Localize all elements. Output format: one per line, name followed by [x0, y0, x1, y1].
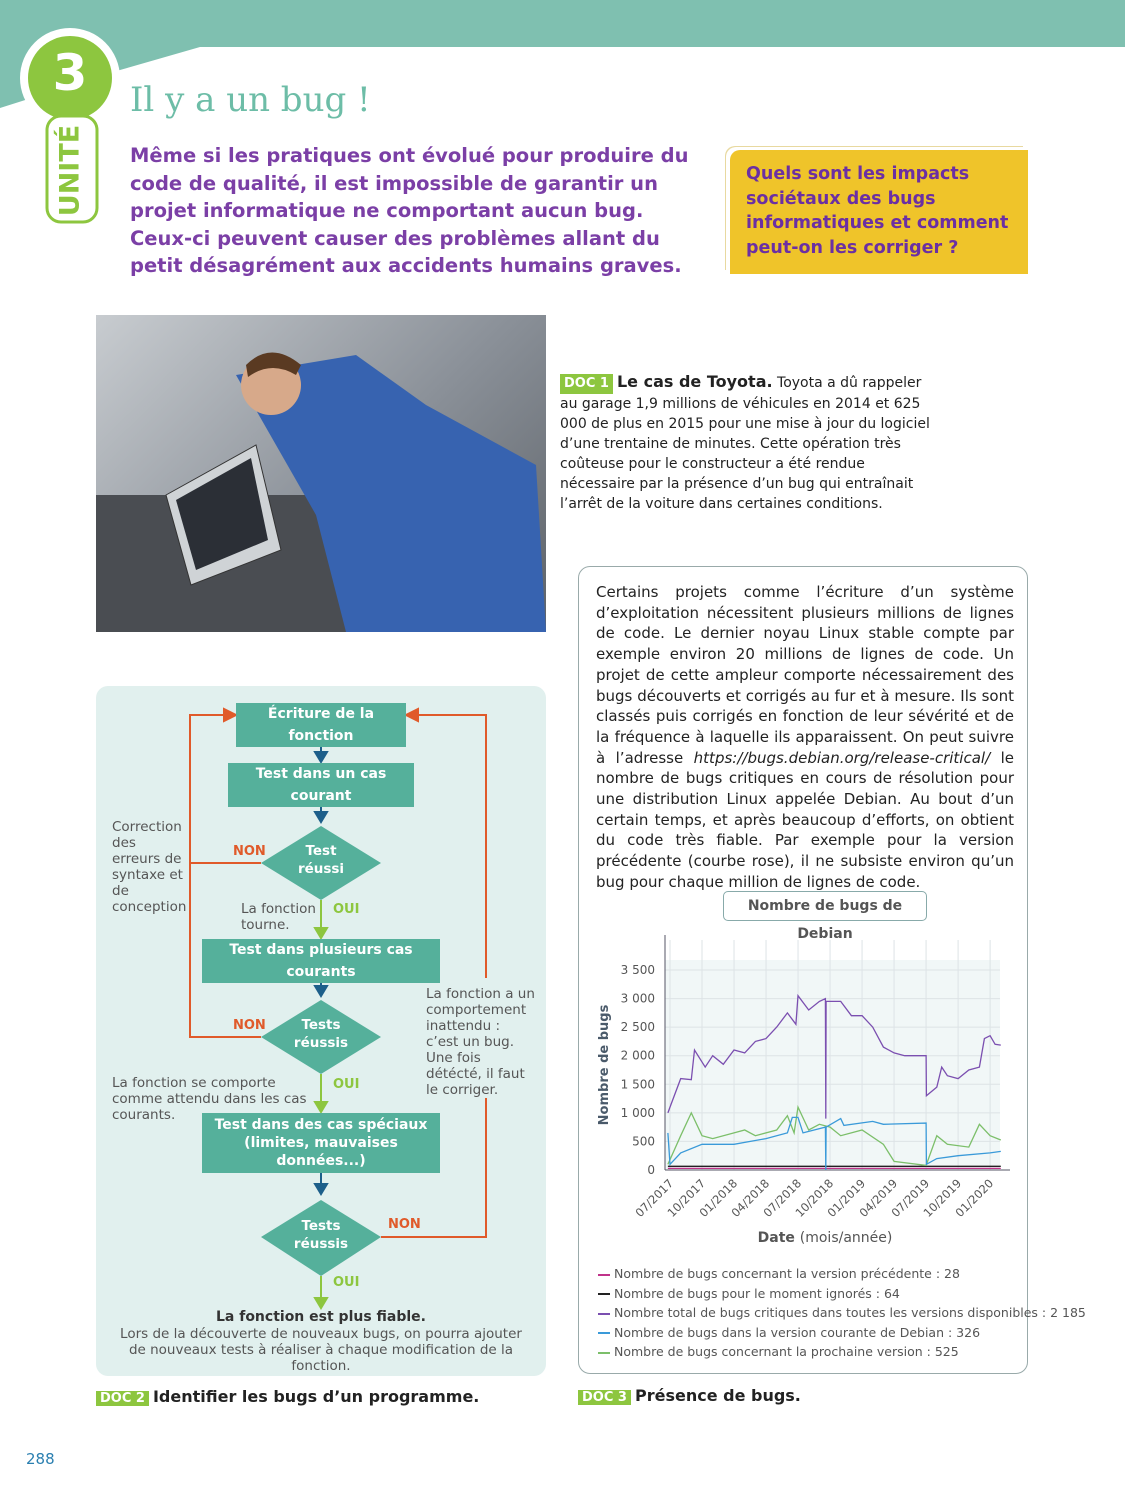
legend-item: Nombre de bugs concernant la prochaine v… [598, 1342, 1086, 1362]
unit-label: UNITÉ [54, 124, 86, 217]
decision-1 [261, 826, 381, 900]
legend-swatch [598, 1273, 610, 1276]
step-test-special-cases: Test dans des cas spéciaux (limites, mau… [202, 1113, 440, 1173]
oui-label-3: OUI [333, 1275, 360, 1290]
doc3-text: Certains projets comme l’écriture d’un s… [596, 582, 1014, 893]
doc3-caption: DOC 3 Présence de bugs. [578, 1386, 801, 1405]
oui-label-1: OUI [333, 902, 360, 917]
y-tick-label: 2 500 [621, 1020, 655, 1034]
note-behaves: La fonction se comporte comme attendu da… [112, 1075, 307, 1123]
x-axis-label: Date (mois/année) [758, 1230, 893, 1246]
plot-area [665, 960, 1000, 1170]
decision-tests-passed-2: Tests réussis [293, 1218, 349, 1252]
intro-text: Même si les pratiques ont évolué pour pr… [130, 144, 689, 277]
legend-swatch [598, 1293, 610, 1295]
legend-item: Nombre de bugs dans la version courante … [598, 1323, 1086, 1343]
doc1-tag: DOC 1 [560, 374, 613, 394]
doc3-caption-text: Présence de bugs. [634, 1386, 801, 1405]
y-tick-label: 1 000 [621, 1106, 655, 1120]
y-tick-label: 3 500 [621, 963, 655, 977]
doc2-tag: DOC 2 [96, 1391, 149, 1406]
note-reliable: La fonction est plus fiable. [215, 1309, 426, 1325]
note-function-runs: La fonction tourne. [241, 901, 316, 933]
flowchart-connectors [189, 707, 487, 1310]
step-test-common-case: Test dans un cas courant [228, 763, 414, 807]
note-bug: La fonction a un comportement inattendu … [426, 986, 536, 1098]
doc2-caption: DOC 2 Identifier les bugs d’un programme. [96, 1387, 479, 1406]
flowchart-panel: Écriture de la fonction Test dans un cas… [96, 686, 546, 1376]
series-line [667, 993, 1001, 1119]
chart-title: Nombre de bugs de Debian [723, 891, 927, 942]
non-label-3: NON [388, 1217, 421, 1232]
series-line [667, 1104, 1002, 1167]
legend-swatch [598, 1351, 610, 1354]
series-line [667, 1116, 1001, 1171]
legend-label: Nombre de bugs concernant la prochaine v… [614, 1344, 959, 1359]
legend-item: Nombre de bugs concernant la version pré… [598, 1264, 1086, 1284]
decision-2 [261, 1000, 381, 1074]
y-tick-label: 1 500 [621, 1077, 655, 1091]
y-tick-label: 500 [632, 1134, 655, 1148]
legend-item: Nombre total de bugs critiques dans tout… [598, 1303, 1086, 1323]
step-test-several-cases: Test dans plusieurs cas courants [202, 939, 440, 983]
legend-item: Nombre de bugs pour le moment ignorés : … [598, 1284, 1086, 1304]
mechanic-laptop-photo [96, 315, 546, 632]
doc3-panel [578, 566, 1028, 1374]
page-number: 288 [26, 1450, 55, 1468]
decision-tests-passed-1: Tests réussis [293, 1017, 349, 1051]
page-title: Il y a un bug ! [130, 80, 371, 120]
doc3-tag: DOC 3 [578, 1390, 631, 1405]
legend-label: Nombre total de bugs critiques dans tout… [614, 1305, 1086, 1320]
step-write-function: Écriture de la fonction [236, 703, 406, 747]
doc3-text-before: Certains projets comme l’écriture d’un s… [596, 583, 1014, 767]
key-question: Quels sont les impacts sociétaux des bug… [730, 150, 1028, 274]
legend-label: Nombre de bugs concernant la version pré… [614, 1266, 960, 1281]
doc1-text: DOC 1 Le cas de Toyota. Toyota a dû rappe… [560, 372, 940, 514]
legend-label: Nombre de bugs dans la version courante … [614, 1324, 981, 1340]
non-label-1: NON [233, 844, 266, 859]
y-tick-label: 3 000 [621, 992, 655, 1006]
decision-3 [261, 1200, 381, 1276]
debian-url[interactable]: https://bugs.debian.org/release-critical… [693, 748, 991, 767]
note-footer: Lors de la découverte de nouveaux bugs, … [120, 1326, 522, 1374]
chart-legend: Nombre de bugs concernant la version pré… [598, 1264, 1086, 1362]
unit-number: 3 [52, 44, 88, 102]
y-tick-label: 0 [647, 1163, 655, 1177]
oui-label-2: OUI [333, 1077, 360, 1092]
legend-swatch [598, 1332, 610, 1334]
doc1-title: Le cas de Toyota. [616, 372, 773, 391]
note-correction: Correction des erreurs de syntaxe et de … [112, 819, 187, 915]
y-axis-label: Nombre de bugs [597, 1004, 612, 1125]
unit-badge [20, 28, 120, 224]
legend-label: Nombre de bugs pour le moment ignorés : … [614, 1285, 900, 1301]
decision-test-passed: Test réussi [297, 843, 345, 877]
photo-illustration [96, 352, 546, 632]
y-tick-label: 2 000 [621, 1049, 655, 1063]
doc2-caption-text: Identifier les bugs d’un programme. [152, 1387, 480, 1406]
doc3-text-after: le nombre de bugs critiques en cours de … [596, 748, 1014, 891]
header-banner [0, 0, 1125, 108]
non-label-2: NON [233, 1018, 266, 1033]
legend-swatch [598, 1312, 610, 1315]
doc1-body: Toyota a dû rappeler au garage 1,9 milli… [560, 375, 930, 512]
